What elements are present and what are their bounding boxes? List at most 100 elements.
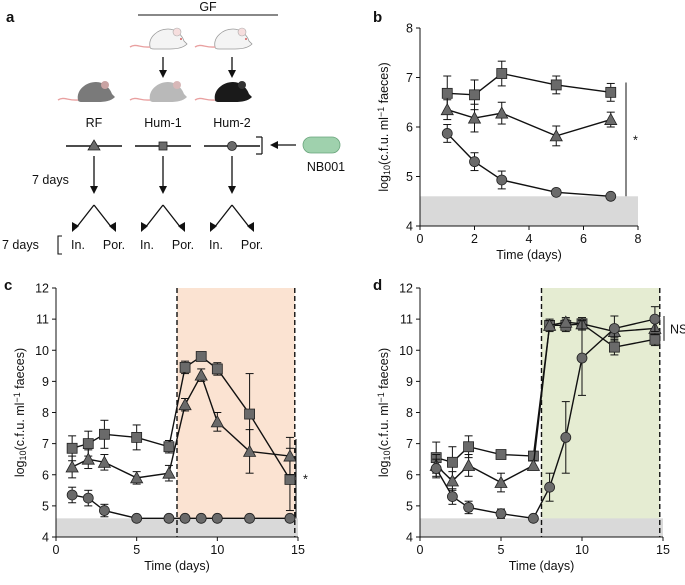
- significance-label: *: [303, 473, 308, 487]
- hum2-timeline: [204, 141, 260, 151]
- days-bracket: [57, 235, 62, 255]
- x-tick-label: 2: [471, 232, 478, 246]
- data-point-square: [211, 363, 223, 375]
- x-tick-label: 5: [498, 543, 505, 557]
- x-tick-label: 15: [656, 543, 670, 557]
- data-point-triangle: [194, 368, 208, 381]
- data-point-circle: [605, 190, 617, 202]
- y-tick-label: 4: [42, 531, 49, 545]
- data-point-square: [605, 86, 617, 98]
- branch-label-por-rf: Por.: [103, 238, 125, 252]
- data-point-triangle: [65, 460, 79, 473]
- gf-mouse-icon-2: [194, 27, 253, 50]
- y-tick-label: 7: [406, 71, 413, 85]
- treatment-shading: [177, 288, 295, 537]
- square-marker-icon: [158, 141, 168, 151]
- y-tick-label: 8: [406, 406, 413, 420]
- data-point-circle: [560, 431, 572, 443]
- triangle-marker-icon: [87, 139, 101, 151]
- panel-c-chart: c 4 5 6 7 8 9 10 11 12 0 5 10 15 Time (days) log10(c.f.…: [4, 277, 308, 573]
- data-point-circle: [463, 502, 475, 513]
- data-point-square: [244, 408, 256, 420]
- data-point-circle: [82, 492, 94, 504]
- data-point-circle: [446, 491, 458, 502]
- mouse-label-rf: RF: [86, 116, 103, 130]
- data-point-circle: [179, 512, 191, 524]
- data-point-circle: [284, 512, 296, 524]
- data-point-circle: [195, 512, 207, 524]
- data-point-square: [496, 68, 508, 79]
- data-point-square: [649, 333, 661, 345]
- branch-hum1: [141, 204, 185, 232]
- x-tick-label: 0: [53, 543, 60, 557]
- data-point-triangle: [495, 106, 509, 119]
- data-point-triangle: [97, 455, 112, 468]
- hum1-mouse-icon: [129, 81, 187, 102]
- x-tick-label: 0: [417, 232, 424, 246]
- data-point-square: [446, 456, 458, 468]
- gf-label: GF: [199, 0, 217, 14]
- data-point-square: [195, 351, 207, 362]
- y-tick-label: 4: [406, 220, 413, 234]
- data-point-triangle: [494, 475, 508, 488]
- bacterium-icon: [302, 136, 341, 154]
- branch-label-por-hum2: Por.: [241, 238, 263, 252]
- circle-marker-icon: [227, 141, 237, 151]
- series-line-circle: [435, 318, 656, 520]
- data-point-triangle: [467, 111, 482, 124]
- data-point-triangle: [242, 444, 257, 457]
- y-axis-label: log10(c.f.u. ml−1 faeces): [376, 348, 392, 477]
- y-tick-label: 5: [406, 499, 413, 513]
- data-point-circle: [469, 156, 480, 168]
- branch-label-in-hum2: In.: [209, 238, 223, 252]
- strain-label: NB001: [307, 160, 345, 174]
- data-point-triangle: [283, 449, 297, 462]
- x-tick-label: 0: [417, 543, 424, 557]
- significance-label: *: [633, 133, 638, 147]
- y-tick-label: 11: [36, 313, 49, 327]
- data-point-circle: [163, 512, 175, 524]
- x-tick-label: 10: [575, 543, 589, 557]
- gf-mouse-icon-1: [129, 27, 188, 50]
- x-tick-label: 6: [580, 232, 587, 246]
- long-arrow-rf: [90, 156, 98, 194]
- panel-letter-b: b: [373, 9, 382, 26]
- y-tick-label: 6: [406, 121, 413, 135]
- mouse-label-hum1: Hum-1: [144, 116, 182, 130]
- mouse-label-hum2: Hum-2: [213, 116, 251, 130]
- series-line-triangle: [71, 373, 291, 479]
- x-axis-label: Time (days): [144, 559, 210, 573]
- y-tick-label: 7: [42, 437, 49, 451]
- data-point-triangle: [559, 315, 573, 328]
- x-axis-label: Time (days): [509, 559, 575, 573]
- x-tick-label: 15: [291, 543, 305, 557]
- y-tick-label: 10: [35, 344, 49, 358]
- series-line-square: [71, 355, 291, 480]
- data-point-circle: [244, 512, 256, 524]
- hum2-mouse-icon: [194, 81, 252, 102]
- data-point-circle: [430, 463, 442, 474]
- data-point-square: [179, 361, 191, 373]
- data-point-circle: [528, 512, 539, 524]
- y-tick-label: 4: [406, 531, 413, 545]
- rf-mouse-icon: [57, 81, 115, 102]
- rf-timeline: [66, 139, 122, 151]
- branch-hum2: [210, 204, 254, 232]
- data-point-triangle: [461, 458, 476, 471]
- x-tick-label: 5: [133, 543, 140, 557]
- y-tick-label: 12: [399, 282, 413, 296]
- series-line-triangle: [435, 321, 655, 484]
- y-tick-label: 6: [406, 468, 413, 482]
- data-point-triangle: [178, 397, 192, 411]
- days-label-2: 7 days: [2, 238, 39, 252]
- data-point-triangle: [81, 452, 95, 465]
- long-arrow-hum1: [159, 156, 167, 194]
- detection-limit-band: [420, 196, 638, 226]
- data-point-circle: [99, 505, 110, 516]
- data-point-square: [495, 449, 507, 460]
- data-point-circle: [649, 313, 661, 325]
- data-point-triangle: [440, 102, 454, 116]
- data-point-square: [441, 87, 453, 99]
- detection-limit-band: [420, 518, 663, 537]
- data-point-square: [550, 79, 562, 91]
